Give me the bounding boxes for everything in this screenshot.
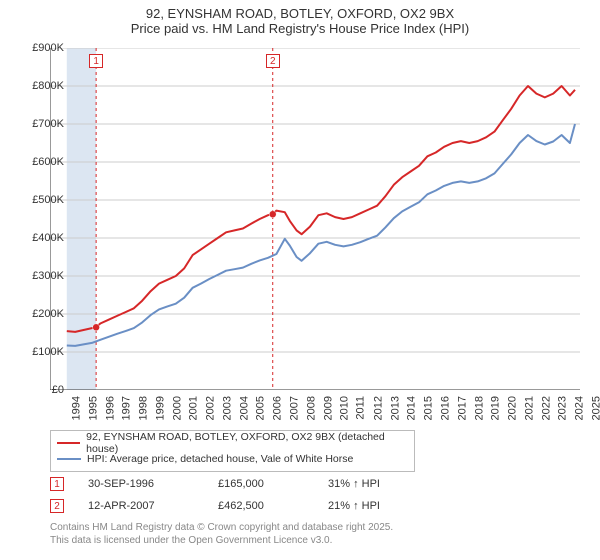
title-line-2: Price paid vs. HM Land Registry's House … [0, 21, 600, 36]
chart-container: 92, EYNSHAM ROAD, BOTLEY, OXFORD, OX2 9B… [0, 0, 600, 560]
x-tick-label: 2000 [171, 396, 183, 420]
y-tick-label: £0 [20, 384, 64, 396]
x-tick-label: 2008 [305, 396, 317, 420]
x-tick-label: 2007 [289, 396, 301, 420]
x-tick-label: 2014 [406, 396, 418, 420]
x-tick-label: 2002 [205, 396, 217, 420]
title-block: 92, EYNSHAM ROAD, BOTLEY, OXFORD, OX2 9B… [0, 0, 600, 38]
y-tick-label: £800K [20, 80, 64, 92]
event-price: £165,000 [218, 478, 328, 490]
x-tick-label: 2016 [439, 396, 451, 420]
x-tick-label: 2012 [372, 396, 384, 420]
credits-line-1: Contains HM Land Registry data © Crown c… [50, 522, 393, 535]
credits-line-2: This data is licensed under the Open Gov… [50, 535, 393, 548]
x-tick-label: 2015 [423, 396, 435, 420]
event-row: 1 30-SEP-1996 £165,000 31% ↑ HPI [50, 474, 380, 494]
x-tick-label: 1996 [104, 396, 116, 420]
legend-swatch [57, 442, 80, 444]
x-tick-label: 2017 [456, 396, 468, 420]
event-badge: 1 [50, 477, 64, 491]
y-tick-label: £700K [20, 118, 64, 130]
x-tick-label: 2001 [188, 396, 200, 420]
x-tick-label: 2011 [355, 396, 367, 420]
legend-swatch [57, 458, 81, 460]
y-tick-label: £200K [20, 308, 64, 320]
event-delta: 21% ↑ HPI [328, 500, 380, 512]
y-tick-label: £300K [20, 270, 64, 282]
plot-area [50, 48, 580, 390]
legend-label: HPI: Average price, detached house, Vale… [87, 453, 353, 465]
x-tick-label: 2021 [523, 396, 535, 420]
event-date: 30-SEP-1996 [88, 478, 218, 490]
x-tick-label: 2025 [590, 396, 600, 420]
x-tick-label: 2019 [490, 396, 502, 420]
x-tick-label: 2010 [339, 396, 351, 420]
x-tick-label: 2013 [389, 396, 401, 420]
event-date: 12-APR-2007 [88, 500, 218, 512]
chart-event-badge: 1 [89, 54, 103, 68]
x-tick-label: 2009 [322, 396, 334, 420]
x-tick-label: 2003 [221, 396, 233, 420]
credits: Contains HM Land Registry data © Crown c… [50, 522, 393, 547]
x-tick-label: 2024 [574, 396, 586, 420]
event-price: £462,500 [218, 500, 328, 512]
y-tick-label: £100K [20, 346, 64, 358]
legend-label: 92, EYNSHAM ROAD, BOTLEY, OXFORD, OX2 9B… [86, 431, 408, 455]
y-tick-label: £900K [20, 42, 64, 54]
y-tick-label: £600K [20, 156, 64, 168]
x-tick-label: 2018 [473, 396, 485, 420]
x-tick-label: 1994 [70, 396, 82, 420]
x-tick-label: 2005 [255, 396, 267, 420]
event-delta: 31% ↑ HPI [328, 478, 380, 490]
event-row: 2 12-APR-2007 £462,500 21% ↑ HPI [50, 496, 380, 516]
x-tick-label: 1995 [87, 396, 99, 420]
x-tick-label: 2022 [540, 396, 552, 420]
x-tick-label: 1999 [154, 396, 166, 420]
title-line-1: 92, EYNSHAM ROAD, BOTLEY, OXFORD, OX2 9B… [0, 6, 600, 21]
x-tick-label: 1998 [138, 396, 150, 420]
y-tick-label: £400K [20, 232, 64, 244]
chart-svg [50, 48, 580, 390]
chart-event-badge: 2 [266, 54, 280, 68]
events-table: 1 30-SEP-1996 £165,000 31% ↑ HPI 2 12-AP… [50, 474, 380, 518]
x-tick-label: 1997 [121, 396, 133, 420]
x-tick-label: 2023 [557, 396, 569, 420]
x-tick-label: 2020 [507, 396, 519, 420]
x-tick-label: 2006 [272, 396, 284, 420]
y-tick-label: £500K [20, 194, 64, 206]
event-badge: 2 [50, 499, 64, 513]
x-tick-label: 2004 [238, 396, 250, 420]
legend: 92, EYNSHAM ROAD, BOTLEY, OXFORD, OX2 9B… [50, 430, 415, 472]
legend-item: 92, EYNSHAM ROAD, BOTLEY, OXFORD, OX2 9B… [57, 435, 408, 451]
